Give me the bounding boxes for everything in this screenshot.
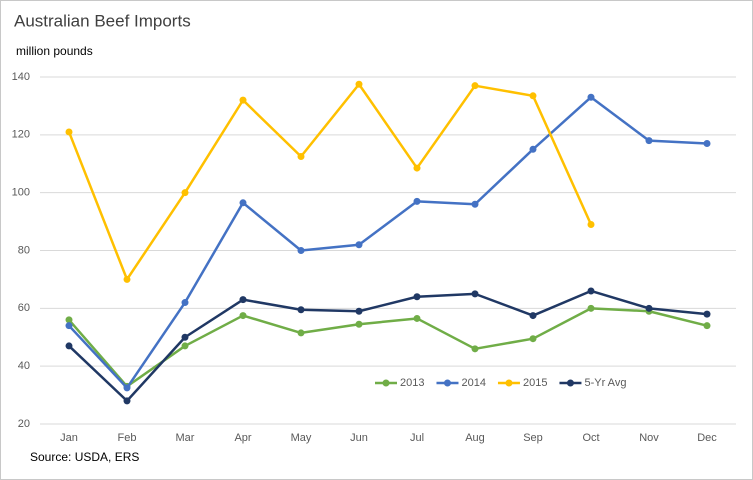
- series-line: [68, 307, 708, 388]
- data-point: [529, 92, 537, 100]
- data-point: [123, 384, 131, 392]
- data-point: [471, 345, 479, 353]
- data-point: [413, 314, 421, 322]
- data-point: [181, 299, 189, 307]
- data-point: [65, 322, 73, 330]
- x-tick-label: Nov: [639, 432, 659, 444]
- data-point: [529, 335, 537, 343]
- data-point: [587, 93, 595, 101]
- data-point: [65, 342, 73, 350]
- data-point: [123, 397, 131, 405]
- data-point: [645, 304, 653, 312]
- legend-label: 2013: [400, 377, 424, 389]
- y-tick-label: 20: [18, 418, 30, 430]
- data-point: [413, 293, 421, 301]
- y-axis-label: million pounds: [16, 44, 93, 58]
- data-point: [529, 312, 537, 320]
- data-point: [471, 200, 479, 208]
- data-point: [587, 304, 595, 312]
- x-tick-label: Oct: [582, 432, 599, 444]
- data-point: [65, 316, 73, 324]
- x-tick-label: Mar: [176, 432, 195, 444]
- data-point: [703, 140, 711, 148]
- data-point: [297, 329, 305, 337]
- legend-marker: [505, 379, 513, 387]
- x-tick-label: Sep: [523, 432, 543, 444]
- series-line: [67, 82, 593, 281]
- data-point: [239, 96, 247, 104]
- data-point: [355, 307, 363, 315]
- data-point: [355, 80, 363, 88]
- y-tick-label: 80: [18, 244, 30, 256]
- data-point: [645, 137, 653, 145]
- y-tick-label: 100: [12, 187, 30, 199]
- data-point: [471, 82, 479, 90]
- data-point: [181, 342, 189, 350]
- data-point: [297, 153, 305, 161]
- data-point: [587, 220, 595, 228]
- legend-label: 5-Yr Avg: [584, 377, 626, 389]
- data-point: [239, 296, 247, 304]
- legend-marker: [382, 379, 390, 387]
- x-tick-label: Feb: [118, 432, 137, 444]
- data-point: [703, 322, 711, 330]
- data-point: [239, 312, 247, 320]
- y-tick-label: 60: [18, 302, 30, 314]
- source-note: Source: USDA, ERS: [30, 450, 139, 464]
- legend-marker: [443, 379, 451, 387]
- data-point: [471, 290, 479, 298]
- data-point: [297, 247, 305, 254]
- legend-label: 2014: [461, 377, 485, 389]
- data-point: [413, 164, 421, 172]
- data-point: [355, 241, 363, 249]
- y-tick-label: 140: [12, 71, 30, 83]
- x-tick-label: May: [291, 432, 312, 444]
- data-point: [703, 310, 711, 318]
- x-tick-label: Dec: [697, 432, 717, 444]
- series-line: [68, 289, 708, 403]
- x-tick-label: Apr: [234, 432, 251, 444]
- chart-title: Australian Beef Imports: [14, 11, 191, 30]
- data-point: [181, 189, 189, 197]
- data-point: [587, 287, 595, 295]
- y-tick-label: 120: [12, 129, 30, 141]
- legend-marker: [566, 379, 574, 387]
- data-point: [355, 320, 363, 328]
- y-tick-label: 40: [18, 360, 30, 372]
- x-tick-label: Jul: [410, 432, 424, 444]
- legend-label: 2015: [523, 377, 547, 389]
- data-point: [181, 333, 189, 341]
- x-tick-label: Jan: [60, 432, 78, 444]
- x-tick-label: Aug: [465, 432, 485, 444]
- data-point: [529, 145, 537, 153]
- data-point: [65, 128, 73, 136]
- data-point: [239, 199, 247, 207]
- data-point: [413, 197, 421, 205]
- data-point: [297, 306, 305, 314]
- x-tick-label: Jun: [350, 432, 368, 444]
- data-point: [123, 275, 131, 283]
- series-line: [68, 95, 708, 390]
